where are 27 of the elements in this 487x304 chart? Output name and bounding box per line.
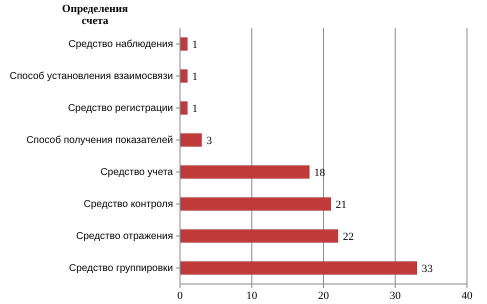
data-label: 33 xyxy=(422,262,434,275)
chart-title: Определения счета xyxy=(62,3,128,28)
data-label: 21 xyxy=(336,198,347,211)
y-tick-label: Средство наблюдения xyxy=(68,39,173,50)
y-tick-label: Способ установления взаимосвязи xyxy=(10,71,173,82)
y-tick-label: Средство отражения xyxy=(76,231,173,242)
y-tick-label: Средство контроля xyxy=(84,199,173,210)
y-tick-label: Способ получения показателей xyxy=(26,135,173,146)
x-tick-label: 30 xyxy=(390,290,402,302)
x-tick-label: 0 xyxy=(177,290,184,302)
bar xyxy=(180,229,338,243)
y-tick-label: Средство регистрации xyxy=(68,103,173,114)
x-tick-label: 10 xyxy=(246,290,258,302)
data-label: 1 xyxy=(192,38,198,51)
data-label: 3 xyxy=(206,134,213,147)
data-label: 1 xyxy=(192,70,198,83)
bar xyxy=(180,197,331,211)
bar xyxy=(180,133,202,147)
x-tick-label: 40 xyxy=(462,290,473,302)
y-tick-label: Средство группировки xyxy=(69,263,173,274)
y-tick-label: Средство учета xyxy=(100,167,174,178)
data-label: 18 xyxy=(314,166,326,179)
data-label: 1 xyxy=(192,102,198,115)
bar xyxy=(180,261,418,275)
data-label: 22 xyxy=(342,230,354,243)
bar xyxy=(180,165,310,179)
x-tick-label: 20 xyxy=(318,290,330,302)
